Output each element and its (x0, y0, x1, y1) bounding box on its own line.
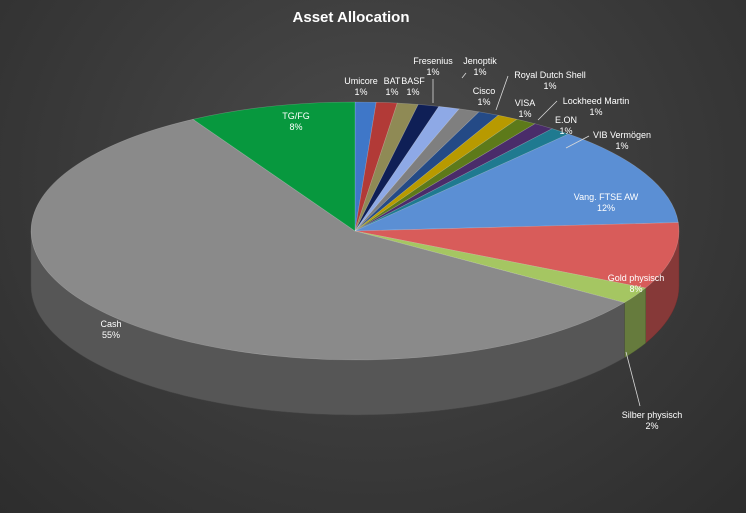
slice-value-cisco: 1% (477, 97, 490, 107)
pie-slice-umicore (354, 101, 377, 232)
leader-line-royal-dutch-shell (495, 75, 509, 111)
slice-value-umicore: 1% (354, 87, 367, 97)
slice-label-jenoptik: Jenoptik (463, 56, 497, 66)
pie-slice-silber-physisch (354, 230, 647, 303)
slice-label-vang-ftse-aw: Vang. FTSE AW (574, 192, 639, 202)
pie-slice-cash (30, 118, 626, 361)
pie-slice-lockheed-martin (354, 118, 536, 232)
pie-slice-vang-ftse-aw (354, 133, 679, 232)
slice-value-cash: 55% (102, 330, 120, 340)
leader-line-lockheed-martin (537, 100, 558, 121)
slice-value-lockheed-martin: 1% (589, 107, 602, 117)
slice-value-fresenius: 1% (426, 67, 439, 77)
leader-line-silber-physisch (625, 351, 641, 407)
slice-value-basf: 1% (406, 87, 419, 97)
slice-value-royal-dutch-shell: 1% (543, 81, 556, 91)
pie-slice-cisco (354, 108, 480, 232)
slice-value-jenoptik: 1% (473, 67, 486, 77)
leader-line-jenoptik (461, 72, 467, 79)
pie-side-cash (30, 230, 625, 416)
slice-label-royal-dutch-shell: Royal Dutch Shell (514, 70, 586, 80)
pie-slice-tg-fg (192, 101, 356, 232)
slice-value-silber-physisch: 2% (645, 421, 658, 431)
pie-slice-jenoptik (354, 106, 460, 232)
slice-label-cash: Cash (100, 319, 121, 329)
slice-value-tg-fg: 8% (289, 122, 302, 132)
chart-title: Asset Allocation (293, 9, 410, 26)
leader-line-vib-vermogen (565, 135, 590, 149)
slice-value-vib-vermogen: 1% (615, 141, 628, 151)
pie-slice-e-on (354, 123, 554, 232)
slice-label-gold-physisch: Gold physisch (608, 273, 665, 283)
slice-label-basf: BASF (401, 76, 425, 86)
pie-slice-royal-dutch-shell (354, 111, 499, 232)
slice-label-silber-physisch: Silber physisch (622, 410, 683, 420)
slice-label-visa: VISA (515, 98, 536, 108)
slice-label-cisco: Cisco (473, 86, 496, 96)
pie-side-walls (30, 230, 680, 416)
slice-value-bat: 1% (385, 87, 398, 97)
pie-slice-visa (354, 114, 518, 232)
slice-label-vib-vermogen: VIB Vermögen (593, 130, 651, 140)
slice-label-lockheed-martin: Lockheed Martin (563, 96, 630, 106)
slice-value-e-on: 1% (559, 126, 572, 136)
slice-value-visa: 1% (518, 109, 531, 119)
slice-labels: Umicore1%BAT1%BASF1%Fresenius1%Jenoptik1… (100, 56, 682, 431)
slice-label-fresenius: Fresenius (413, 56, 453, 66)
pie-top-slices (30, 101, 680, 361)
slice-value-vang-ftse-aw: 12% (597, 203, 615, 213)
pie-slice-gold-physisch (354, 222, 680, 289)
label-leader-lines (432, 72, 641, 407)
pie-slice-basf (354, 102, 419, 232)
slice-label-bat: BAT (384, 76, 401, 86)
pie-slice-fresenius (354, 104, 440, 232)
slice-value-gold-physisch: 8% (629, 284, 642, 294)
slice-label-umicore: Umicore (344, 76, 378, 86)
slice-label-e-on: E.ON (555, 115, 577, 125)
pie-slice-bat (354, 101, 398, 232)
slice-label-tg-fg: TG/FG (282, 111, 310, 121)
pie-slice-vib-vermogen (354, 128, 570, 232)
